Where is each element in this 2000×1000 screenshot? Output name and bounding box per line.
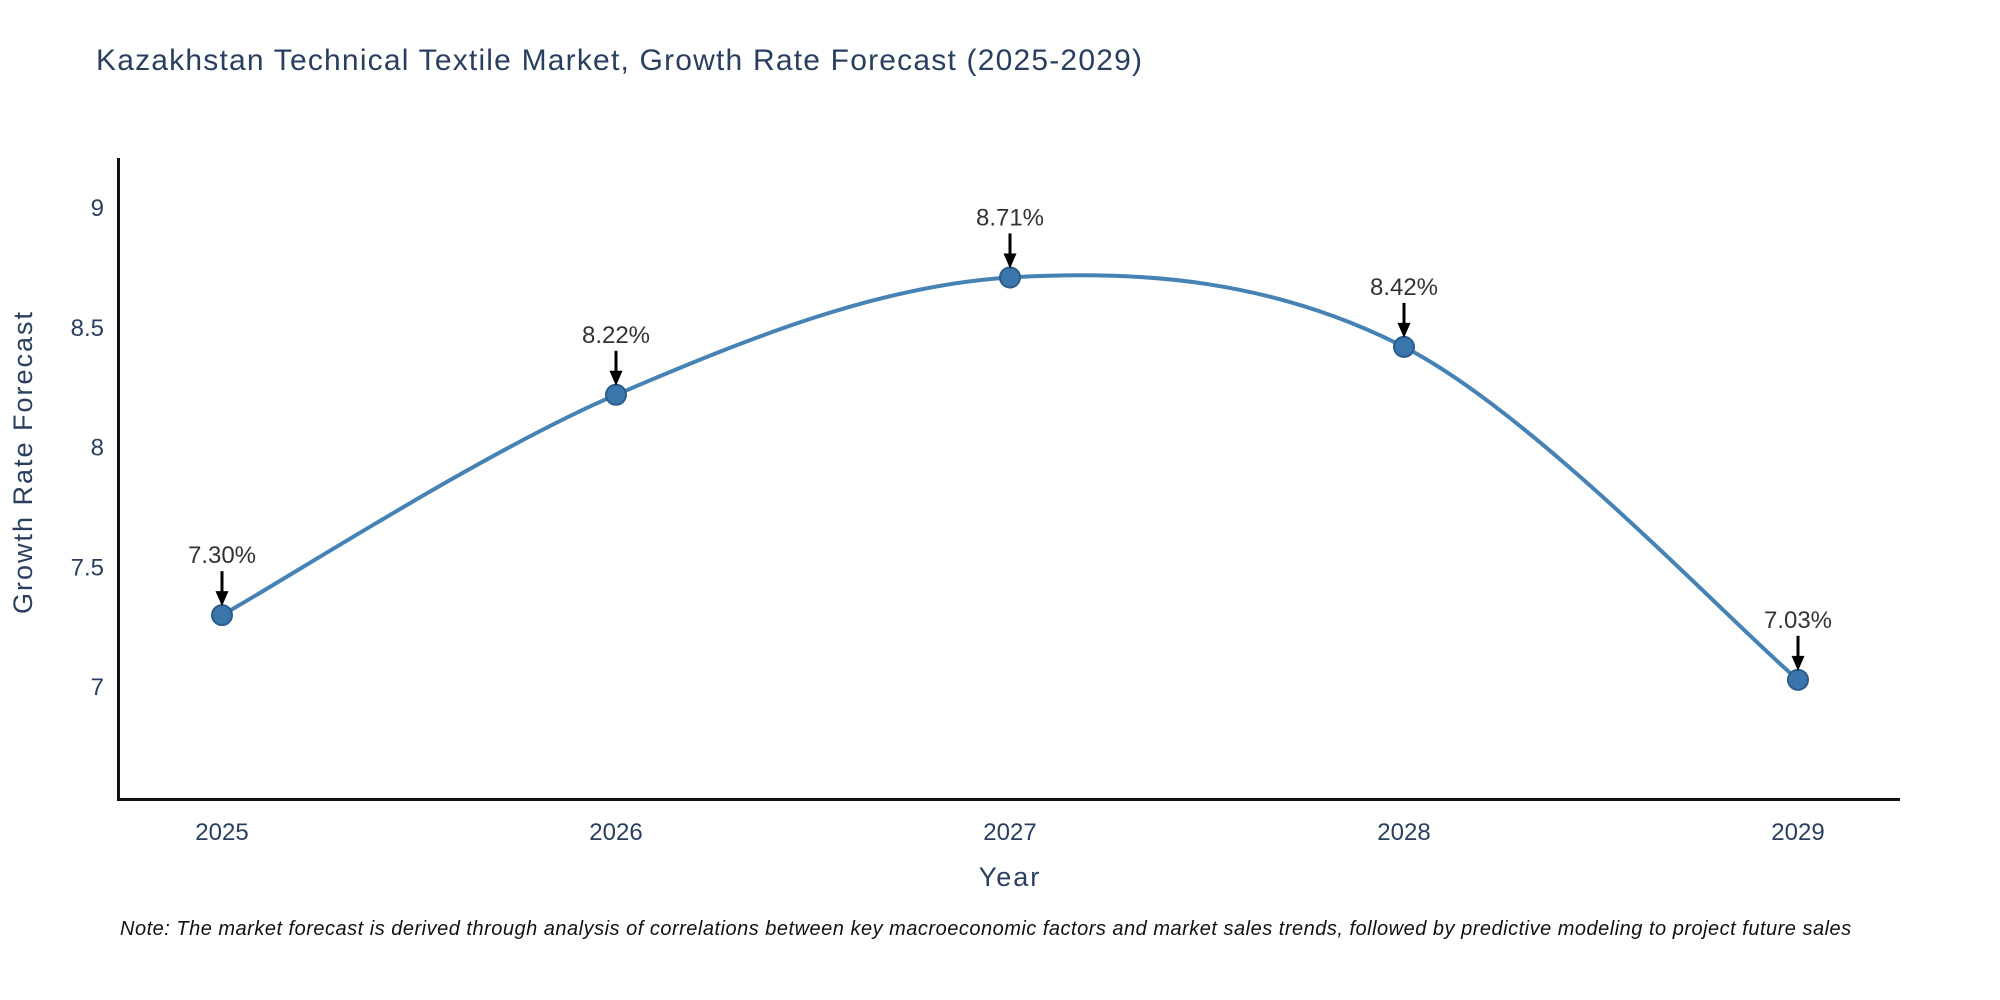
y-tick-label: 8.5 <box>71 315 104 342</box>
x-tick-label: 2027 <box>983 819 1036 846</box>
axis-lines <box>117 158 1900 801</box>
data-point-label: 8.22% <box>582 322 650 349</box>
data-point-marker <box>1787 668 1809 691</box>
x-axis-tick-labels: 2025 2026 2027 2028 2029 <box>195 819 1824 846</box>
trend-line <box>220 273 1800 682</box>
annotation-arrow-head <box>609 370 623 386</box>
axes <box>117 158 1900 801</box>
annotation-arrow-head <box>1003 253 1017 269</box>
x-tick-label: 2028 <box>1377 819 1430 846</box>
y-tick-label: 9 <box>91 195 104 222</box>
data-point-marker <box>1393 335 1415 358</box>
x-axis-title: Year <box>979 862 1042 892</box>
data-point-label: 8.71% <box>976 204 1044 231</box>
data-point-label: 7.30% <box>188 542 256 569</box>
data-point-label: 7.03% <box>1764 607 1832 634</box>
y-axis-tick-labels: 9 8.5 8 7.5 7 <box>71 195 104 701</box>
y-tick-label: 7 <box>91 674 104 701</box>
chart-title: Kazakhstan Technical Textile Market, Gro… <box>96 44 1144 77</box>
x-tick-label: 2025 <box>195 819 248 846</box>
data-point-marker <box>999 266 1021 289</box>
data-point-marker <box>605 383 627 406</box>
data-point-annotations: 7.30% 8.22% 8.71% 8.42% 7.03% <box>188 204 1832 671</box>
footnote: Note: The market forecast is derived thr… <box>120 918 1852 940</box>
y-tick-label: 8 <box>91 435 104 462</box>
data-point-marker <box>211 604 233 627</box>
y-axis-title: Growth Rate Forecast <box>8 310 38 614</box>
data-point-label: 8.42% <box>1370 274 1438 301</box>
annotation-arrow-head <box>1791 655 1805 671</box>
x-tick-label: 2029 <box>1771 819 1824 846</box>
annotation-arrow-head <box>1397 322 1411 338</box>
annotation-arrow-head <box>215 591 229 607</box>
x-tick-label: 2026 <box>589 819 642 846</box>
trend-line-group <box>220 273 1800 682</box>
y-tick-label: 7.5 <box>71 554 104 581</box>
